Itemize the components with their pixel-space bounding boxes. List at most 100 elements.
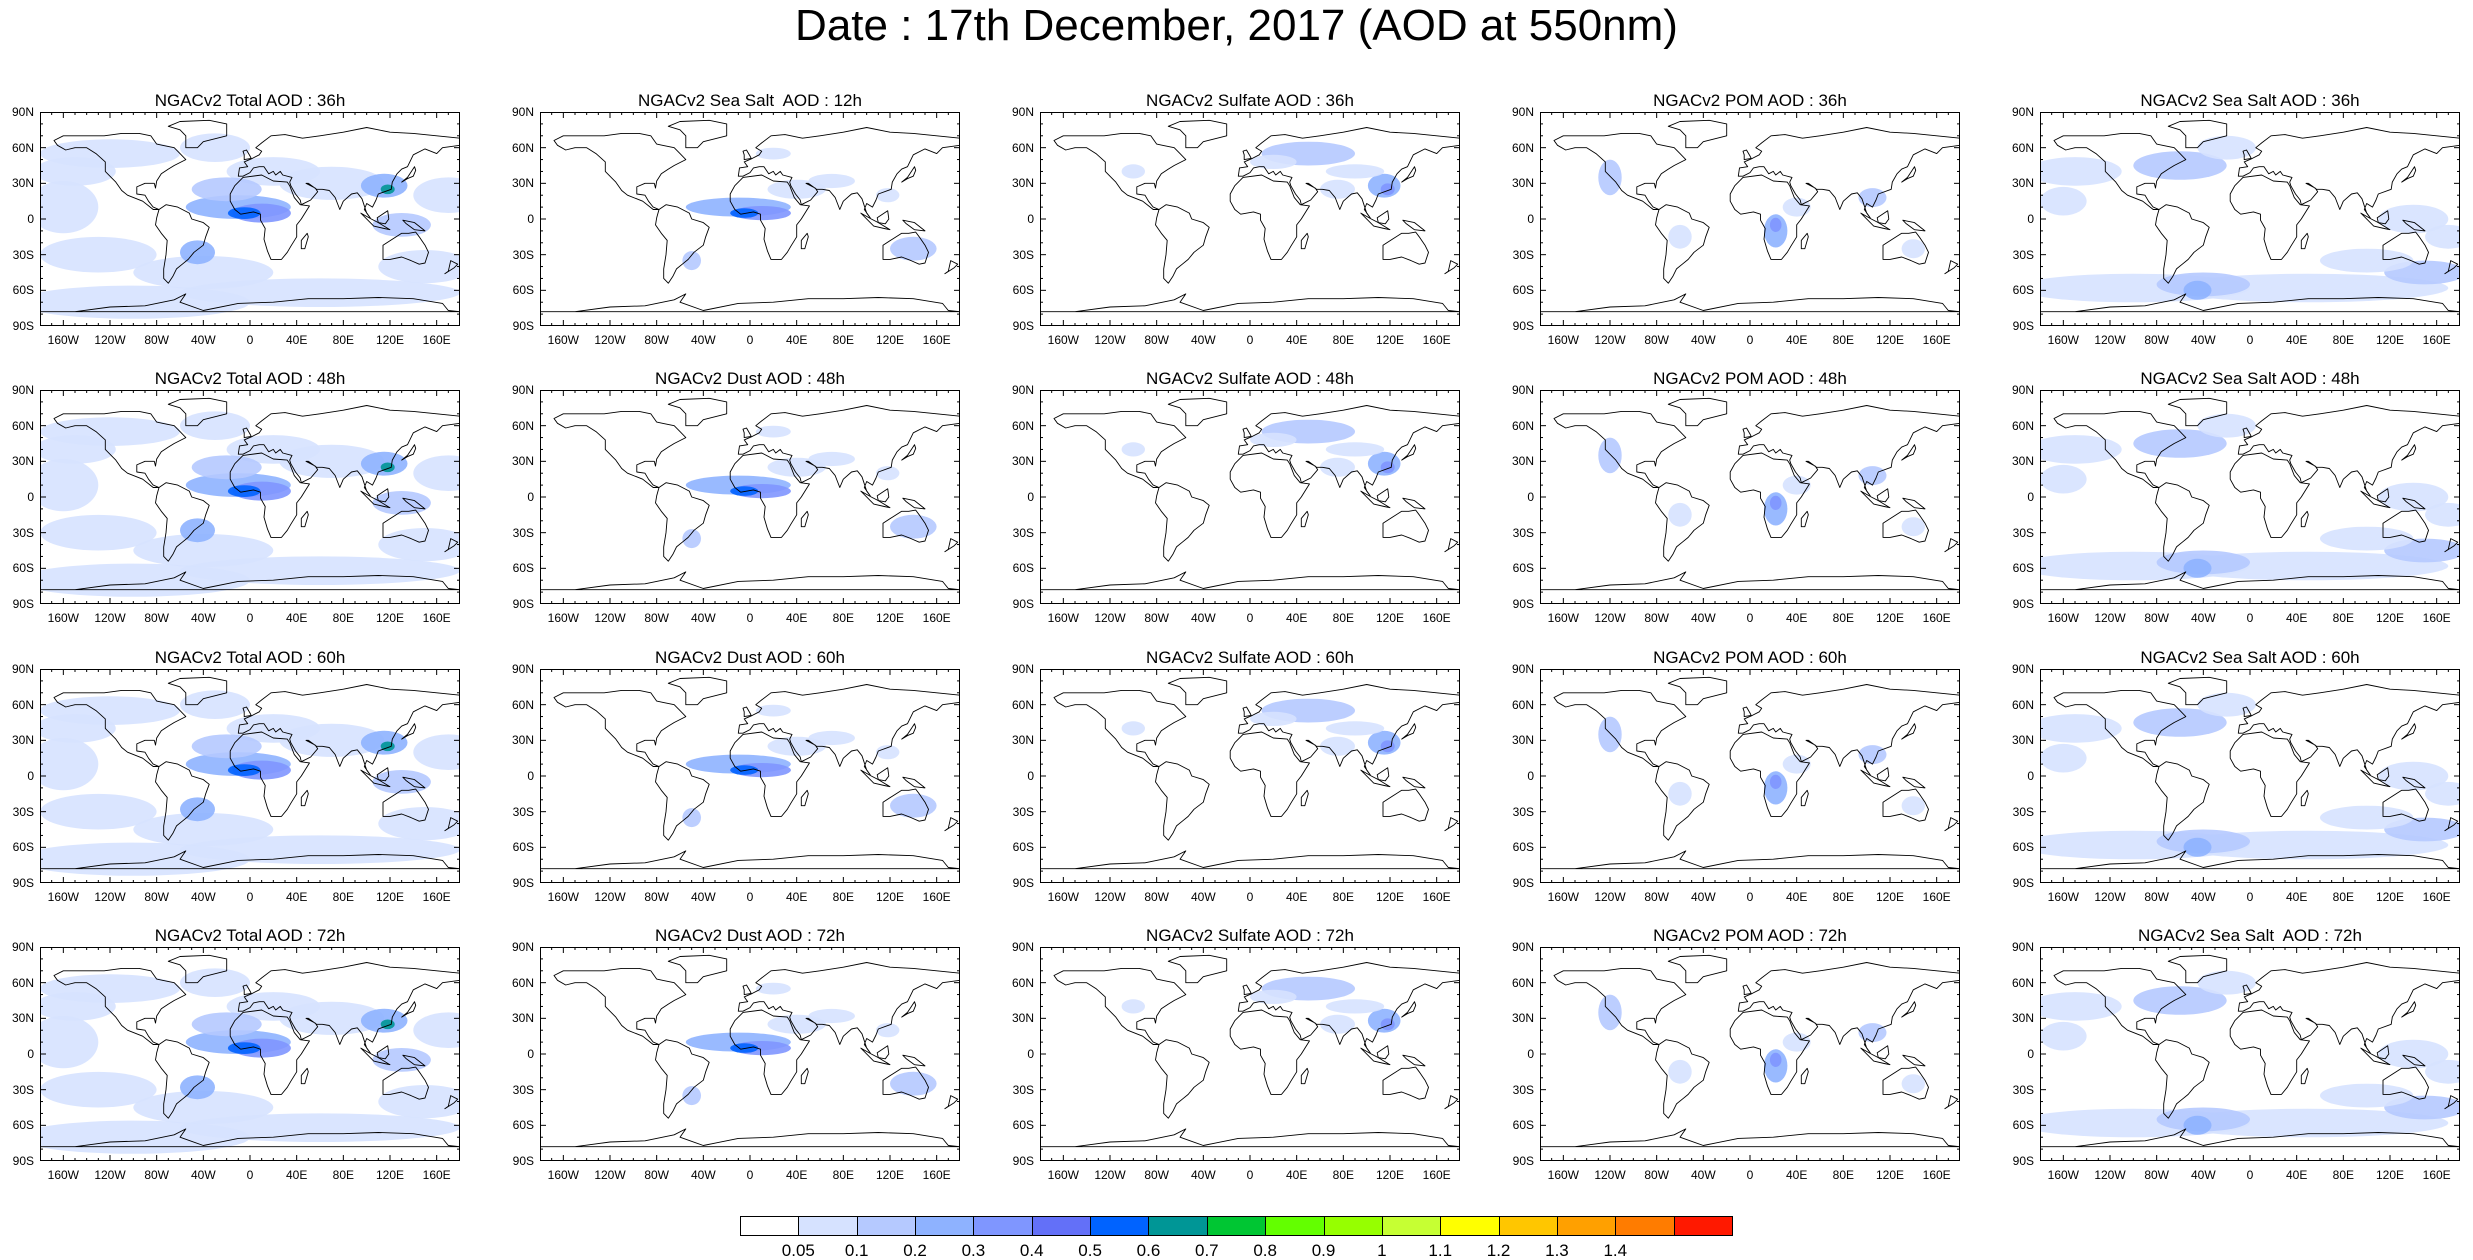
aod-region xyxy=(2183,558,2212,578)
world-map xyxy=(1540,390,1960,604)
aod-region xyxy=(1782,197,1811,217)
lat-tick-label: 90N xyxy=(511,662,534,676)
lat-tick-label: 90S xyxy=(1512,1154,1534,1168)
coastline-africa xyxy=(1229,731,1310,817)
coastline-madagascar xyxy=(1300,510,1309,528)
lon-tick-label: 160W xyxy=(547,890,579,904)
coastline-eurasia xyxy=(737,962,960,1054)
coastline-greenland xyxy=(1667,954,1728,984)
coastline-antarctica xyxy=(540,571,960,591)
coastline-australia xyxy=(1382,509,1429,543)
lon-tick-label: 160E xyxy=(922,890,951,904)
lat-tick-label: 60S xyxy=(512,283,534,298)
colorbar-label: 1.4 xyxy=(1603,1241,1628,1260)
lon-tick-label: 160E xyxy=(1922,890,1951,904)
coastline-antarctica xyxy=(1540,571,1960,591)
coastline-borneo xyxy=(376,488,390,503)
coastline-greenland xyxy=(667,397,728,427)
lat-tick-label: 30S xyxy=(12,1082,34,1097)
lon-tick-label: 120W xyxy=(1094,1168,1126,1182)
lat-tick-label: 60S xyxy=(12,1118,34,1133)
coastline-greenland xyxy=(1667,676,1728,706)
map-frame xyxy=(1540,390,1960,604)
aod-region xyxy=(2133,151,2227,180)
aod-region xyxy=(180,240,215,265)
coastline-borneo xyxy=(1876,488,1890,503)
coastline-borneo xyxy=(2376,767,2390,782)
lat-tick-label: 30S xyxy=(512,804,534,819)
lat-tick-label: 60S xyxy=(1512,1118,1534,1133)
coastline-indonesia xyxy=(2360,490,2391,509)
coastline-japan xyxy=(1401,1001,1417,1018)
coastline-namerica xyxy=(2053,132,2187,210)
aod-region xyxy=(180,968,250,997)
coastline-samerica xyxy=(1155,761,1210,841)
coastline-eurasia xyxy=(1737,684,1960,776)
aod-region xyxy=(378,250,460,284)
lon-tick-label: 160W xyxy=(2047,333,2079,347)
coastline-nz xyxy=(2444,1095,2459,1110)
lon-tick-label: 40W xyxy=(1690,611,1716,625)
coastline-madagascar xyxy=(2300,510,2309,528)
aod-region xyxy=(682,251,701,271)
world-map xyxy=(2040,947,2460,1161)
lon-tick-label: 0 xyxy=(246,1168,254,1182)
lat-tick-label: 30S xyxy=(1512,1082,1534,1097)
aod-region xyxy=(279,166,385,200)
coastline-namerica xyxy=(53,689,187,767)
lon-tick-label: 120E xyxy=(1375,611,1405,625)
coastline-indonesia xyxy=(1860,1047,1891,1066)
coastline-greenland xyxy=(167,954,228,984)
coastline-australia xyxy=(1882,1066,1929,1100)
map-panel: NGACv2 Sulfate AOD : 36h 90N 60N 30N 0 30S 60S… xyxy=(1000,90,1500,360)
lat-tick-label: 60N xyxy=(11,140,34,155)
lon-tick-label: 160E xyxy=(922,1168,951,1182)
coastline-namerica xyxy=(1053,132,1187,210)
lon-tick-label: 40E xyxy=(2285,611,2308,625)
coastline-samerica xyxy=(2155,204,2210,284)
aod-region xyxy=(2133,429,2227,458)
lat-tick-label: 0 xyxy=(1527,212,1534,226)
coastline-britain xyxy=(742,984,752,996)
lat-tick-label: 30S xyxy=(1012,1082,1034,1097)
coastline-samerica xyxy=(155,204,210,284)
colorbar-swatch xyxy=(1090,1216,1150,1236)
aod-region xyxy=(133,812,274,847)
lat-tick-label: 30S xyxy=(2012,247,2034,262)
world-map xyxy=(540,112,960,326)
coastline-namerica xyxy=(1553,410,1687,488)
lat-tick-label: 30N xyxy=(1011,454,1034,469)
coastline-indonesia xyxy=(1360,1047,1391,1066)
lon-tick-label: 160W xyxy=(547,333,579,347)
lon-tick-label: 40W xyxy=(1690,333,1716,347)
map-panel: NGACv2 POM AOD : 60h 90N 60N 30N 0 30S 60S 90S 1… xyxy=(1500,647,2000,917)
colorbar-label: 0.05 xyxy=(781,1241,815,1260)
lon-tick-label: 160W xyxy=(47,890,79,904)
aod-region xyxy=(1858,188,1887,208)
lon-tick-label: 120E xyxy=(375,611,405,625)
aod-region xyxy=(1320,457,1355,477)
lon-tick-label: 0 xyxy=(746,1168,754,1182)
aod-region xyxy=(2133,708,2227,737)
aod-region xyxy=(180,411,250,440)
coastline-antarctica xyxy=(1040,571,1460,591)
coastline-africa xyxy=(1229,452,1310,538)
coastline-japan xyxy=(401,723,417,740)
aod-region xyxy=(1250,432,1297,447)
coastline-borneo xyxy=(376,210,390,225)
aod-region xyxy=(767,1014,826,1034)
aod-region xyxy=(876,188,900,203)
coastline-borneo xyxy=(1876,210,1890,225)
aod-region xyxy=(682,808,701,828)
lon-tick-label: 160W xyxy=(547,611,579,625)
aod-region xyxy=(682,529,701,549)
lon-tick-label: 120W xyxy=(2094,1168,2126,1182)
panel-title: NGACv2 Sea Salt AOD : 36h xyxy=(2140,91,2360,110)
lat-tick-label: 90S xyxy=(2012,1154,2034,1168)
lon-tick-label: 80E xyxy=(2332,611,2354,625)
coastline-britain xyxy=(2242,984,2252,996)
coastline-japan xyxy=(1401,166,1417,183)
aod-region xyxy=(2133,986,2227,1015)
coastline-antarctica xyxy=(2040,1128,2460,1148)
coastline-namerica xyxy=(53,967,187,1045)
